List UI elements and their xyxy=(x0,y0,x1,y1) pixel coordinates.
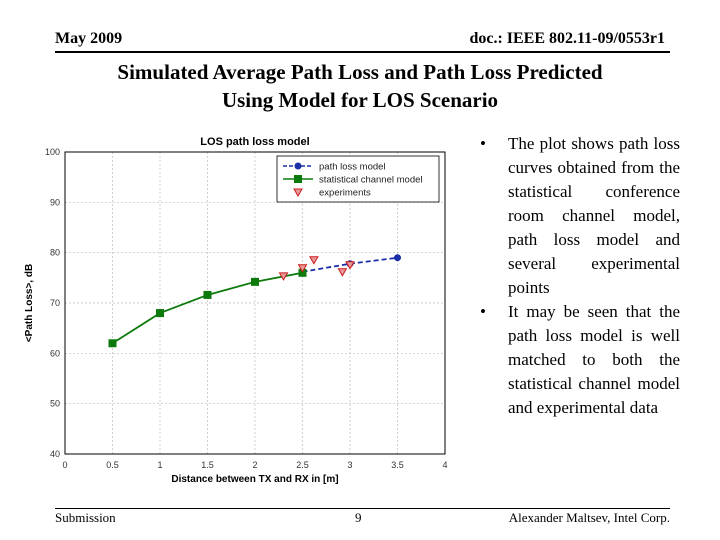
bullet-item-2: It may be seen that the path loss model … xyxy=(478,300,680,420)
path-loss-chart: LOS path loss model Distance between TX … xyxy=(15,128,460,493)
chart-y-axis-label: <Path Loss>, dB xyxy=(24,264,35,342)
x-tick-label: 1 xyxy=(157,460,162,470)
path-loss-model-point xyxy=(394,254,401,262)
x-tick-label: 1.5 xyxy=(201,460,214,470)
chart-x-axis-label: Distance between TX and RX in [m] xyxy=(171,474,338,485)
experiment-point xyxy=(309,256,319,265)
y-tick-label: 80 xyxy=(50,248,60,258)
experiment-point xyxy=(278,272,289,281)
statistical-model-point xyxy=(156,309,164,318)
x-tick-label: 2 xyxy=(252,460,257,470)
legend-label-path-loss-model: path loss model xyxy=(319,162,386,173)
experiment-point xyxy=(337,268,348,277)
legend-marker-statistical-model xyxy=(294,175,302,183)
x-tick-label: 2.5 xyxy=(296,460,309,470)
footer-author: Alexander Maltsev, Intel Corp. xyxy=(508,510,670,525)
experiment-point xyxy=(297,264,308,273)
statistical-model-point xyxy=(251,277,259,286)
chart-series xyxy=(108,254,401,348)
y-tick-label: 70 xyxy=(50,298,60,308)
slide-title: Simulated Average Path Loss and Path Los… xyxy=(40,58,680,114)
header-date: May 2009 xyxy=(55,30,123,47)
y-tick-label: 50 xyxy=(50,399,60,409)
chart-title: LOS path loss model xyxy=(200,136,309,148)
x-tick-label: 0 xyxy=(62,460,67,470)
x-tick-label: 4 xyxy=(442,460,447,470)
path-loss-chart-svg: LOS path loss model Distance between TX … xyxy=(24,136,448,485)
legend-marker-experiment xyxy=(293,188,303,198)
slide-title-line-1: Simulated Average Path Loss and Path Los… xyxy=(117,60,603,84)
bullet-item-1: The plot shows path loss curves obtained… xyxy=(478,132,680,300)
legend-label-experiment: experiments xyxy=(319,188,371,199)
y-tick-label: 40 xyxy=(50,449,60,459)
x-tick-label: 3 xyxy=(347,460,352,470)
footer-submission: Submission xyxy=(55,510,116,525)
bullet-list: The plot shows path loss curves obtained… xyxy=(478,132,680,420)
header-divider xyxy=(55,51,670,53)
experiment-point xyxy=(345,261,355,270)
footer-divider xyxy=(55,508,670,509)
slide-title-line-2: Using Model for LOS Scenario xyxy=(221,88,499,112)
chart-legend: path loss model statistical channel model… xyxy=(276,155,440,203)
chart-ticks: 0 0.5 1 1.5 2 2.5 3 3.5 4 40 50 60 70 80 90 100 xyxy=(45,147,448,470)
legend-label-statistical-model: statistical channel model xyxy=(319,175,423,186)
x-tick-label: 0.5 xyxy=(106,460,119,470)
y-tick-label: 100 xyxy=(45,147,60,157)
y-tick-label: 90 xyxy=(50,197,60,207)
statistical-model-point xyxy=(108,339,117,348)
chart-plot-frame xyxy=(64,151,446,455)
header-doc-id: doc.: IEEE 802.11-09/0553r1 xyxy=(469,30,665,47)
footer-page-number: 9 xyxy=(355,510,362,525)
x-tick-label: 3.5 xyxy=(391,460,404,470)
y-tick-label: 60 xyxy=(50,348,60,358)
statistical-model-point xyxy=(203,290,212,299)
legend-marker-path-loss-model xyxy=(294,162,302,170)
